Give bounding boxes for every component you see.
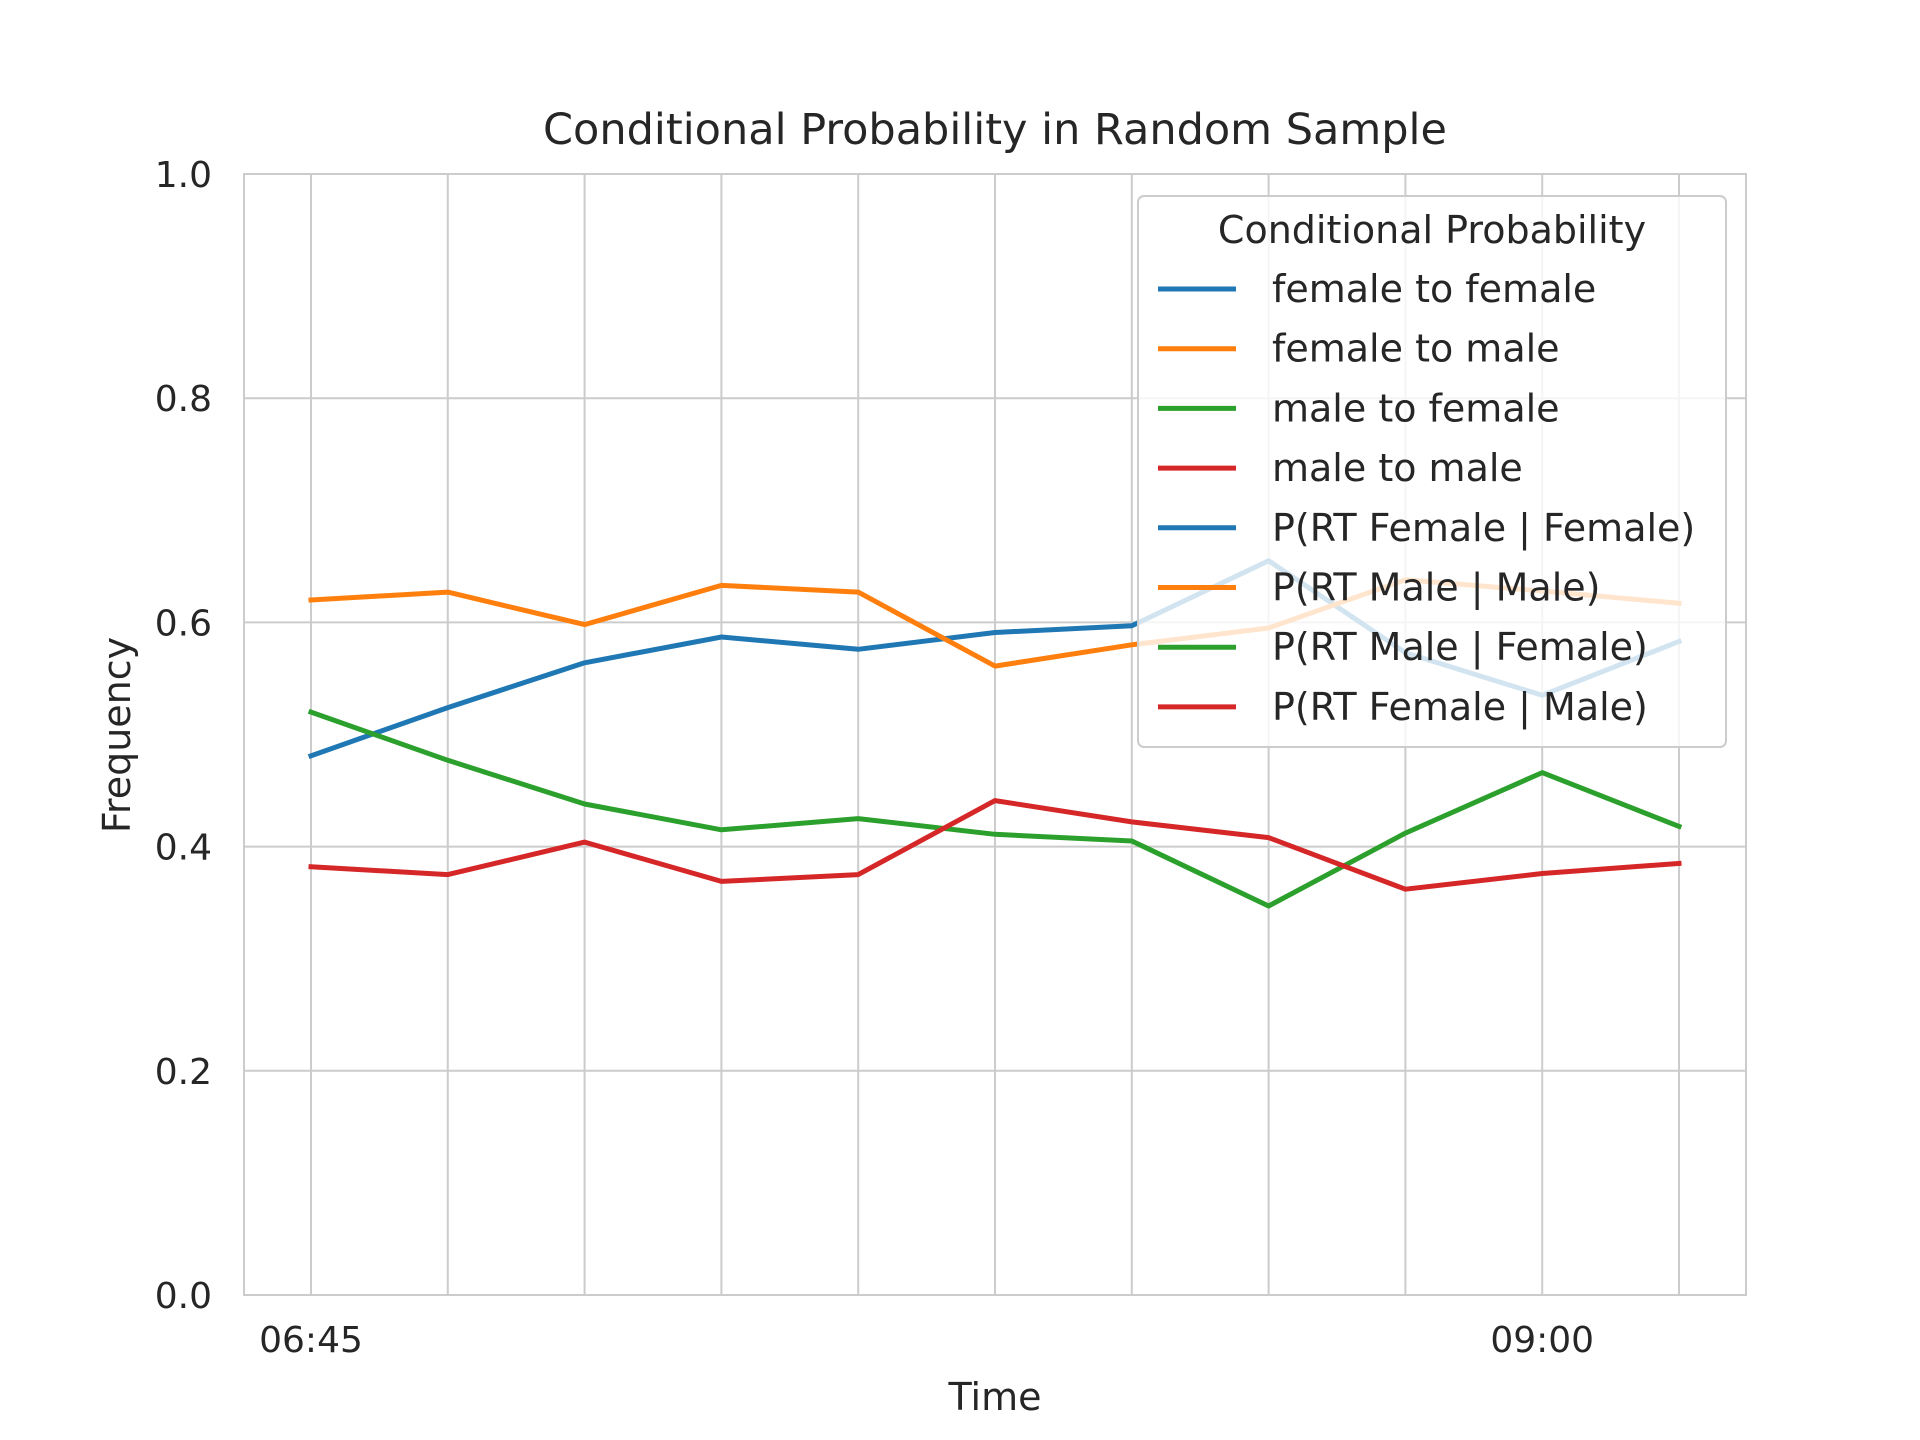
- legend-label: female to male: [1272, 327, 1560, 371]
- legend-label: female to female: [1272, 267, 1596, 311]
- legend-label: P(RT Male | Male): [1272, 566, 1600, 611]
- y-tick-label: 0.2: [155, 1052, 212, 1093]
- x-tick-labels: 06:45 09:00: [259, 1320, 1594, 1361]
- y-tick-label: 1.0: [155, 155, 212, 196]
- legend-title: Conditional Probability: [1218, 208, 1646, 252]
- legend-label: P(RT Male | Female): [1272, 625, 1648, 670]
- legend-label: male to male: [1272, 446, 1523, 490]
- x-axis-label: Time: [948, 1375, 1042, 1419]
- x-tick-label: 06:45: [259, 1320, 363, 1361]
- legend-label: P(RT Female | Male): [1272, 685, 1648, 730]
- series-line-3: [307, 708, 1683, 909]
- legend-label: male to female: [1272, 386, 1560, 430]
- plot-frame: [243, 173, 1747, 1296]
- legend-label: P(RT Female | Female): [1272, 506, 1695, 551]
- series-line-4: [308, 798, 1682, 892]
- legend: Conditional Probability female to female…: [1137, 195, 1727, 748]
- legend-entries: female to female female to male male to fe…: [1158, 267, 1695, 730]
- legend-box: [1137, 195, 1727, 748]
- y-tick-label: 0.0: [155, 1276, 212, 1317]
- y-tick-label: 0.6: [155, 603, 212, 644]
- y-tick-label: 0.8: [155, 379, 212, 420]
- y-axis-label: Frequency: [95, 637, 139, 833]
- chart-title: Conditional Probability in Random Sample: [543, 105, 1447, 155]
- y-tick-labels: 0.0 0.2 0.4 0.6 0.8 1.0: [155, 155, 212, 1317]
- x-tick-label: 09:00: [1490, 1320, 1594, 1361]
- y-tick-label: 0.4: [155, 828, 212, 869]
